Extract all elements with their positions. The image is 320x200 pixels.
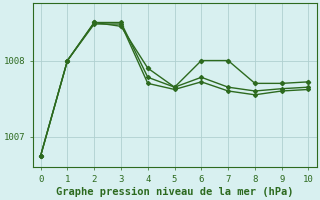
- X-axis label: Graphe pression niveau de la mer (hPa): Graphe pression niveau de la mer (hPa): [56, 186, 293, 197]
